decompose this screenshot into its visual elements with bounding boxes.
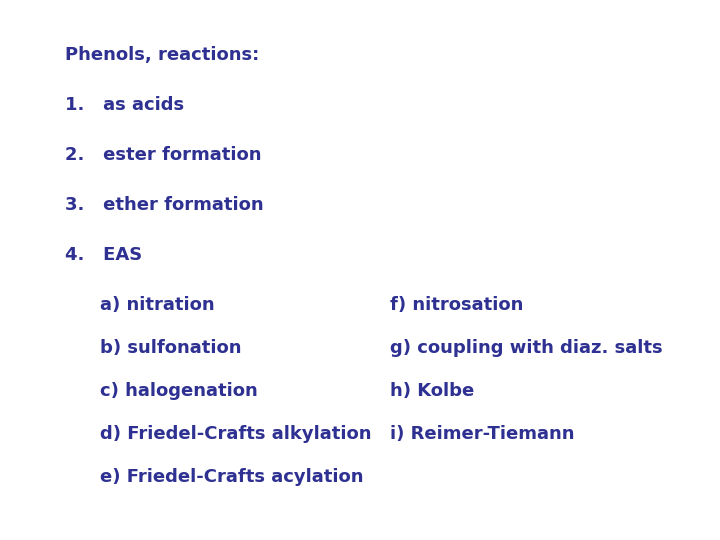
Text: 2.   ester formation: 2. ester formation: [65, 146, 261, 164]
Text: 3.   ether formation: 3. ether formation: [65, 196, 264, 214]
Text: b) sulfonation: b) sulfonation: [100, 339, 241, 357]
Text: c) halogenation: c) halogenation: [100, 382, 258, 400]
Text: d) Friedel-Crafts alkylation: d) Friedel-Crafts alkylation: [100, 425, 372, 443]
Text: g) coupling with diaz. salts: g) coupling with diaz. salts: [390, 339, 662, 357]
Text: f) nitrosation: f) nitrosation: [390, 296, 523, 314]
Text: a) nitration: a) nitration: [100, 296, 215, 314]
Text: 1.   as acids: 1. as acids: [65, 96, 184, 114]
Text: h) Kolbe: h) Kolbe: [390, 382, 474, 400]
Text: i) Reimer-Tiemann: i) Reimer-Tiemann: [390, 425, 575, 443]
Text: Phenols, reactions:: Phenols, reactions:: [65, 46, 259, 64]
Text: e) Friedel-Crafts acylation: e) Friedel-Crafts acylation: [100, 468, 364, 486]
Text: 4.   EAS: 4. EAS: [65, 246, 143, 264]
